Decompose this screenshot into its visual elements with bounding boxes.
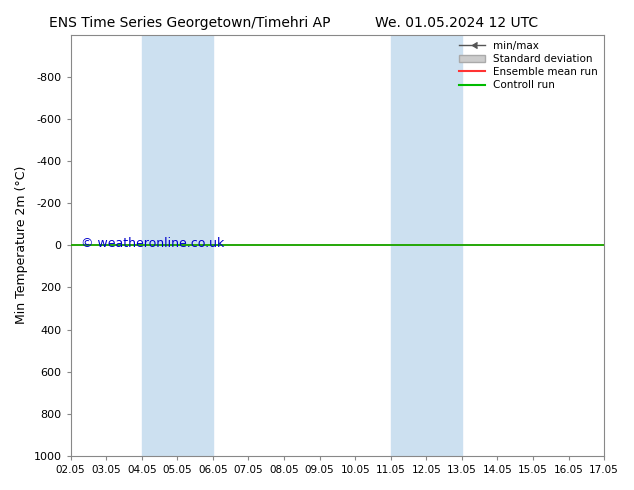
Y-axis label: Min Temperature 2m (°C): Min Temperature 2m (°C) [15,166,28,324]
Bar [142,35,213,456]
Text: ENS Time Series Georgetown/Timehri AP: ENS Time Series Georgetown/Timehri AP [49,16,331,30]
Legend: min/max, Standard deviation, Ensemble mean run, Controll run: min/max, Standard deviation, Ensemble me… [455,37,602,95]
Text: We. 01.05.2024 12 UTC: We. 01.05.2024 12 UTC [375,16,538,30]
Text: © weatheronline.co.uk: © weatheronline.co.uk [81,237,224,250]
Bar [391,35,462,456]
